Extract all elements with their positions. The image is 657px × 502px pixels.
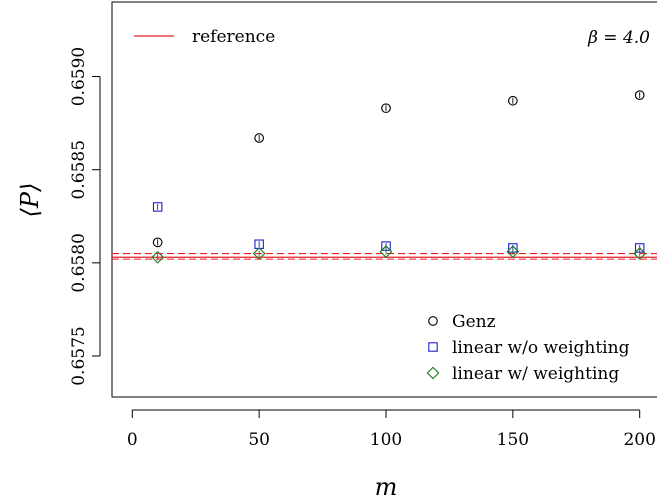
x-axis-label: m — [375, 473, 398, 501]
series-1-point-1 — [152, 237, 163, 248]
data-points — [151, 90, 647, 264]
series-3-point-3-shape — [379, 245, 393, 259]
series-1-point-2 — [254, 133, 264, 143]
x-tick-label-4: 150 — [497, 430, 529, 450]
series-3-point-1-shape — [151, 250, 165, 264]
legend-label-1: Genz — [452, 312, 496, 332]
beta-annotation: β = 4.0 — [587, 28, 650, 48]
reference-legend-label: reference — [192, 27, 275, 47]
series-1-point-1-shape — [152, 237, 163, 248]
x-tick-label-2: 50 — [248, 430, 270, 450]
legend-marker-1-shape — [428, 316, 438, 326]
series-1-point-4-shape — [508, 95, 518, 106]
series-2 — [152, 202, 645, 253]
x-tick-label-3: 100 — [370, 430, 402, 450]
y-tick-label-1: 0.6575 — [69, 326, 89, 385]
x-tick-label-1: 0 — [127, 430, 138, 450]
series-3 — [151, 245, 647, 264]
reference-legend: reference — [134, 27, 275, 47]
y-tick-label-4: 0.6590 — [69, 47, 89, 106]
series-1-point-5 — [634, 90, 645, 101]
plot-frame — [111, 1, 657, 398]
series-1-point-5-shape — [634, 90, 645, 101]
y-tick-label-3: 0.6585 — [69, 140, 89, 199]
series-3-point-5 — [633, 247, 647, 260]
legend-marker-1 — [428, 316, 438, 326]
legend-label-3: linear w/ weighting — [452, 364, 619, 384]
x-tick-label-5: 200 — [623, 430, 655, 450]
legend-marker-2 — [428, 342, 438, 352]
x-axis: 0 50 100 150 200 — [127, 409, 656, 450]
series-3-point-1 — [151, 250, 165, 264]
series-3-point-3 — [379, 245, 393, 259]
y-axis: 0.6575 0.6580 0.6585 0.6590 — [69, 47, 101, 386]
series-2-point-1-shape — [152, 202, 163, 212]
legend-marker-3 — [426, 366, 440, 380]
series-1-point-3-shape — [381, 103, 391, 114]
series-3-point-5-shape — [633, 247, 647, 260]
series-1-point-4 — [508, 95, 518, 106]
series-1-point-3 — [381, 103, 391, 114]
series-2-point-1 — [152, 202, 163, 212]
series-3-point-4-shape — [506, 245, 520, 259]
series-3-point-2-shape — [252, 247, 266, 260]
series-1 — [152, 90, 645, 248]
series-legend: Genz linear w/o weighting linear w/ weight… — [426, 312, 630, 384]
legend-label-2: linear w/o weighting — [452, 338, 630, 358]
series-3-point-4 — [506, 245, 520, 259]
legend-marker-3-shape — [426, 366, 440, 380]
series-1-point-2-shape — [254, 133, 264, 143]
y-axis-label: ⟨P⟩ — [16, 183, 44, 218]
y-tick-label-2: 0.6580 — [69, 233, 89, 292]
legend-marker-2-shape — [428, 342, 438, 352]
series-3-point-2 — [252, 247, 266, 260]
